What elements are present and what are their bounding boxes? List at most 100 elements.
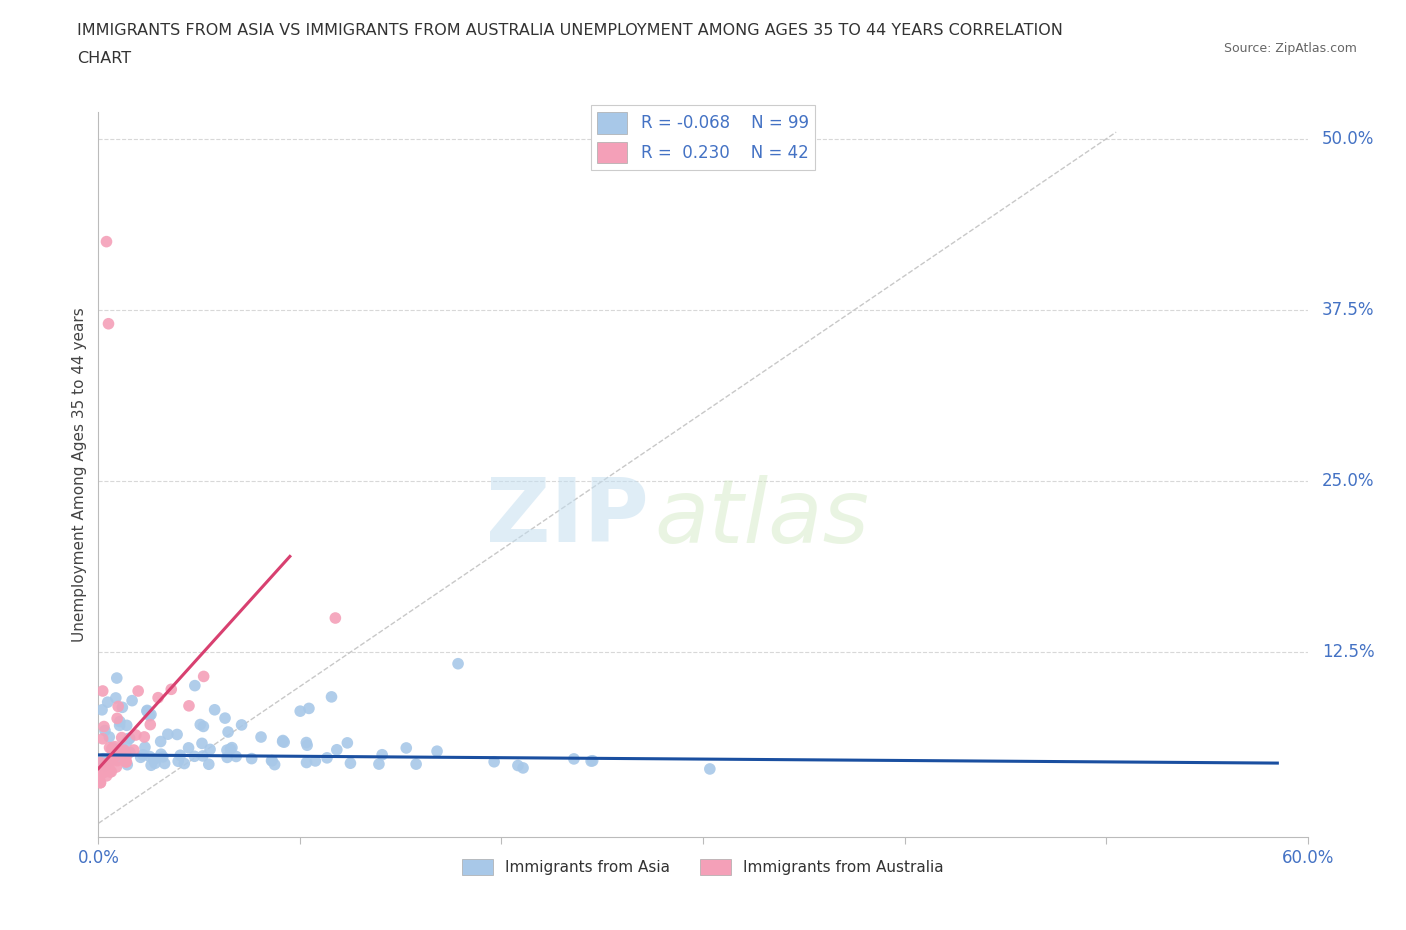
Legend: Immigrants from Asia, Immigrants from Australia: Immigrants from Asia, Immigrants from Au…	[456, 854, 950, 882]
Point	[111, 730, 134, 745]
Point	[97, 695, 120, 710]
Point	[98, 753, 121, 768]
Point	[214, 711, 236, 725]
Point	[115, 734, 138, 749]
Point	[101, 740, 124, 755]
Point	[482, 754, 505, 769]
Point	[108, 714, 131, 729]
Point	[134, 729, 156, 744]
Y-axis label: Unemployment Among Ages 35 to 44 years: Unemployment Among Ages 35 to 44 years	[72, 307, 87, 642]
Point	[146, 690, 169, 705]
Point	[105, 751, 128, 766]
Point	[118, 745, 141, 760]
Point	[98, 740, 121, 755]
Point	[321, 689, 343, 704]
Point	[582, 753, 605, 768]
Point	[134, 739, 156, 754]
Point	[231, 717, 253, 732]
Point	[121, 693, 143, 708]
Point	[132, 748, 155, 763]
Point	[191, 736, 214, 751]
Point	[122, 742, 145, 757]
Point	[204, 702, 226, 717]
Point	[169, 748, 191, 763]
Text: 50.0%: 50.0%	[1322, 130, 1375, 148]
Point	[152, 750, 174, 764]
Text: IMMIGRANTS FROM ASIA VS IMMIGRANTS FROM AUSTRALIA UNEMPLOYMENT AMONG AGES 35 TO : IMMIGRANTS FROM ASIA VS IMMIGRANTS FROM …	[77, 23, 1063, 38]
Point	[100, 764, 122, 779]
Point	[93, 751, 115, 766]
Point	[90, 756, 112, 771]
Point	[125, 727, 148, 742]
Text: Source: ZipAtlas.com: Source: ZipAtlas.com	[1223, 42, 1357, 55]
Point	[118, 731, 141, 746]
Text: 12.5%: 12.5%	[1322, 644, 1375, 661]
Point	[139, 707, 162, 722]
Point	[193, 669, 215, 684]
Point	[105, 671, 128, 685]
Point	[111, 741, 134, 756]
Point	[96, 751, 118, 766]
Point	[129, 750, 152, 764]
Point	[262, 753, 284, 768]
Point	[111, 700, 134, 715]
Text: 37.5%: 37.5%	[1322, 301, 1375, 319]
Point	[100, 741, 122, 756]
Point	[114, 745, 136, 760]
Point	[167, 754, 190, 769]
Point	[271, 734, 294, 749]
Point	[426, 744, 449, 759]
Point	[240, 751, 263, 766]
Point	[104, 749, 127, 764]
Point	[90, 766, 112, 781]
Point	[217, 724, 239, 739]
Point	[295, 735, 318, 750]
Point	[91, 702, 114, 717]
Point	[97, 752, 120, 767]
Point	[93, 719, 115, 734]
Point	[271, 733, 294, 748]
Point	[325, 611, 347, 626]
Point	[100, 752, 122, 767]
Point	[188, 717, 211, 732]
Point	[143, 756, 166, 771]
Point	[104, 739, 127, 754]
Point	[138, 708, 160, 723]
Text: atlas: atlas	[655, 475, 869, 561]
Point	[166, 727, 188, 742]
Point	[89, 764, 111, 779]
Point	[94, 724, 117, 738]
Text: CHART: CHART	[77, 51, 131, 66]
Point	[100, 751, 122, 766]
Text: ZIP: ZIP	[486, 474, 648, 562]
Point	[105, 711, 128, 725]
Point	[562, 751, 585, 766]
Point	[295, 755, 318, 770]
Point	[139, 758, 162, 773]
Point	[89, 758, 111, 773]
Point	[217, 750, 239, 764]
Point	[371, 748, 394, 763]
Point	[183, 749, 205, 764]
Point	[295, 737, 318, 752]
Point	[506, 758, 529, 773]
Point	[699, 762, 721, 777]
Point	[127, 684, 149, 698]
Point	[97, 759, 120, 774]
Point	[298, 701, 321, 716]
Point	[149, 734, 172, 749]
Point	[160, 682, 183, 697]
Point	[405, 757, 427, 772]
Point	[447, 657, 470, 671]
Point	[221, 740, 243, 755]
Text: 25.0%: 25.0%	[1322, 472, 1375, 490]
Point	[114, 754, 136, 769]
Point	[177, 698, 200, 713]
Point	[98, 764, 121, 779]
Point	[150, 747, 173, 762]
Point	[339, 756, 361, 771]
Point	[117, 757, 139, 772]
Point	[91, 731, 114, 746]
Point	[198, 757, 221, 772]
Point	[368, 757, 391, 772]
